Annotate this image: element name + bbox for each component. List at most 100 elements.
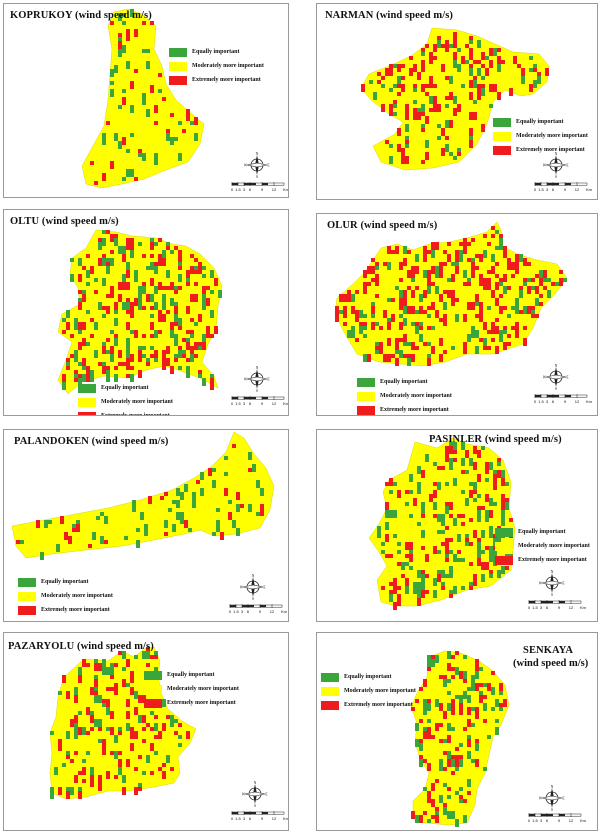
cell-equal (178, 318, 182, 326)
cell-equal (419, 322, 423, 326)
cell-equal (479, 667, 483, 671)
cell-extreme (431, 242, 435, 250)
cell-extreme (425, 152, 429, 160)
cell-equal (82, 366, 86, 370)
cell-extreme (158, 735, 162, 739)
legend-label-equal: Equally important (192, 49, 240, 55)
cell-extreme (427, 791, 431, 799)
cell-extreme (399, 262, 403, 270)
cell-extreme (503, 250, 507, 258)
legend-label-extreme: Extremely more important (101, 413, 170, 416)
cell-extreme (473, 446, 477, 454)
compass-label-e: E (562, 582, 565, 586)
cell-equal (236, 528, 240, 536)
cell-extreme (90, 161, 94, 165)
cell-equal (449, 76, 453, 84)
cell-equal (202, 306, 206, 310)
cell-equal (118, 141, 122, 149)
cell-equal (393, 64, 397, 68)
compass-label-e: E (267, 164, 270, 168)
scale-label: 3 (540, 818, 543, 823)
scale-label: 9 (558, 605, 561, 610)
compass-label-s: S (551, 593, 553, 596)
cell-equal (423, 270, 427, 278)
cell-equal (465, 542, 469, 546)
cell-extreme (469, 562, 473, 566)
cell-extreme (467, 258, 471, 262)
cell-equal (74, 735, 78, 739)
cell-equal (489, 546, 493, 554)
cell-extreme (479, 254, 483, 258)
cell-equal (473, 100, 477, 104)
cell-equal (106, 671, 110, 675)
cell-extreme (427, 250, 431, 254)
cell-equal (419, 334, 423, 342)
cell-extreme (415, 346, 419, 350)
cell-extreme (451, 655, 455, 659)
cell-equal (200, 472, 204, 480)
cell-equal (447, 655, 451, 659)
legend-label-extreme: Extremely more important (516, 147, 585, 153)
cell-equal (114, 374, 118, 382)
map-panel-koprukoy: KOPRUKOY (wind speed m/s) Equally import… (3, 3, 289, 198)
cell-equal (176, 500, 180, 508)
cell-extreme (529, 84, 533, 92)
cell-extreme (150, 85, 154, 93)
cell-extreme (186, 342, 190, 350)
cell-extreme (335, 306, 339, 310)
cell-extreme (531, 306, 535, 310)
cell-extreme (260, 504, 264, 512)
cell-extreme (421, 68, 425, 72)
suitability-cells (62, 230, 222, 390)
cell-extreme (158, 767, 162, 771)
cell-equal (459, 254, 463, 262)
cell-extreme (487, 278, 491, 282)
cell-extreme (453, 450, 457, 454)
cell-equal (122, 651, 126, 659)
legend-item-extreme: Extremely more important (18, 604, 113, 616)
cell-extreme (62, 675, 66, 683)
legend-swatch-extreme (169, 75, 187, 85)
cell-extreme (493, 474, 497, 482)
cell-equal (106, 350, 110, 354)
cell-extreme (102, 306, 106, 310)
cell-equal (417, 486, 421, 494)
compass-label-w: W (539, 797, 543, 801)
compass-label-w: W (543, 376, 547, 380)
cell-extreme (162, 771, 166, 779)
cell-extreme (435, 779, 439, 783)
cell-equal (170, 298, 174, 306)
cell-extreme (491, 338, 495, 342)
cell-equal (218, 290, 222, 298)
cell-equal (174, 137, 178, 141)
cell-equal (248, 452, 252, 460)
cell-equal (477, 518, 481, 522)
cell-equal (427, 286, 431, 294)
scale-label: Km (283, 816, 289, 821)
cell-equal (489, 530, 493, 538)
cell-extreme (202, 342, 206, 350)
cell-equal (441, 522, 445, 526)
scale-bar: 0 1.5 3 6 9 12 Km (231, 182, 288, 192)
cell-equal (427, 655, 431, 663)
cell-equal (449, 152, 453, 156)
cell-extreme (102, 366, 106, 370)
scale-label: 3 (243, 187, 246, 192)
cell-equal (178, 121, 182, 125)
cell-extreme (58, 787, 62, 795)
cell-equal (122, 667, 126, 671)
cell-extreme (94, 181, 98, 185)
cell-extreme (158, 254, 162, 262)
scale-label: 6 (247, 609, 250, 614)
cell-extreme (58, 739, 62, 743)
cell-equal (122, 177, 126, 181)
cell-extreme (473, 60, 477, 64)
cell-equal (533, 80, 537, 88)
cell-equal (473, 80, 477, 88)
cell-extreme (445, 538, 449, 546)
cell-equal (537, 76, 541, 84)
cell-extreme (210, 382, 214, 390)
cell-equal (158, 89, 162, 93)
cell-equal (106, 727, 110, 731)
legend-label-moderate: Moderately more important (516, 133, 588, 139)
